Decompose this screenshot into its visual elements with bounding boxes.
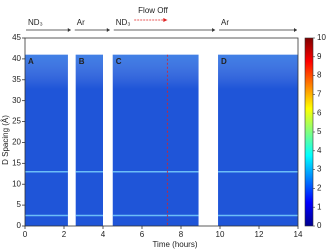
x-axis-title: Time (hours) [152, 240, 197, 249]
colorbar [304, 37, 314, 227]
flow-off-label: Flow Off [138, 6, 168, 15]
gas-label: ND₃ [28, 18, 43, 27]
plot-frame [24, 37, 299, 227]
panel-label: C [116, 57, 122, 66]
gas-label: ND₃ [116, 18, 131, 27]
colorbar-tick-label: 4 [317, 146, 322, 155]
colorbar-tick-label: 9 [317, 52, 322, 61]
x-tick-label: 10 [216, 230, 225, 239]
y-tick-label: 20 [12, 138, 21, 147]
x-tick-label: 14 [294, 230, 303, 239]
y-axis-title: D Spacing (Å) [1, 115, 10, 165]
y-tick-label: 10 [12, 179, 21, 188]
panel-shade [75, 54, 103, 226]
panel-label: D [221, 57, 227, 66]
y-tick-label: 30 [12, 96, 21, 105]
arrow-head [106, 28, 110, 32]
x-tick-label: 4 [101, 230, 106, 239]
colorbar-tick-label: 7 [317, 90, 322, 99]
y-tick-label: 15 [12, 158, 21, 167]
colorbar-tick-label: 8 [317, 71, 322, 80]
x-tick-label: 0 [23, 230, 28, 239]
arrow-head [212, 28, 216, 32]
arrow-head [294, 28, 297, 32]
panel-shade [25, 54, 68, 226]
panel-label: A [28, 57, 34, 66]
x-tick-label: 12 [255, 230, 264, 239]
y-tick-label: 40 [12, 54, 21, 63]
y-tick-label: 45 [12, 33, 21, 42]
gas-label: Ar [77, 18, 85, 27]
colorbar-tick-label: 6 [317, 108, 322, 117]
y-tick-label: 35 [12, 75, 21, 84]
y-tick-label: 5 [17, 200, 22, 209]
panel-shade [112, 54, 199, 226]
panel-shade [218, 54, 298, 226]
colorbar-tick-label: 2 [317, 184, 322, 193]
x-tick-label: 6 [140, 230, 145, 239]
y-tick-label: 25 [12, 117, 21, 126]
y-tick-label: 0 [17, 221, 22, 230]
arrow-head [163, 18, 168, 22]
colorbar-tick-label: 3 [317, 165, 322, 174]
x-tick-label: 8 [179, 230, 184, 239]
arrow-head [67, 28, 71, 32]
colorbar-tick-label: 1 [317, 202, 322, 211]
colorbar-tick-label: 5 [317, 127, 322, 136]
x-tick-label: 2 [62, 230, 67, 239]
gas-label: Ar [221, 18, 229, 27]
panel-label: B [79, 57, 85, 66]
colorbar-tick-label: 0 [317, 221, 322, 230]
colorbar-tick-label: 10 [317, 33, 326, 42]
